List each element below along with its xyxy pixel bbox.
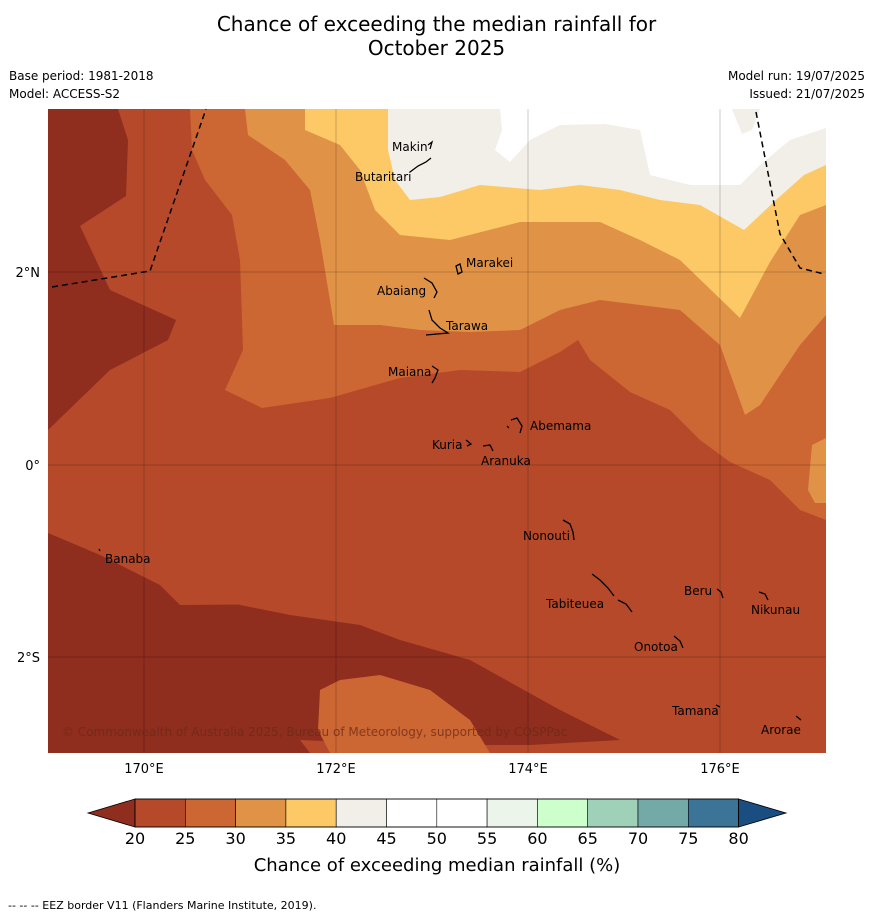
colorbar-swatch-40-45 — [335, 798, 387, 828]
place-label-nikunau: Nikunau — [751, 603, 800, 617]
base-period: Base period: 1981-2018 — [9, 69, 154, 83]
colorbar-swatch-65-70 — [587, 798, 639, 828]
colorbar-tick-65: 65 — [578, 829, 598, 848]
place-label-makin: Makin — [392, 140, 428, 154]
place-label-tarawa: Tarawa — [445, 319, 488, 333]
colorbar-tick-60: 60 — [527, 829, 547, 848]
title-line-2: October 2025 — [367, 36, 506, 60]
copyright-notice: © Commonwealth of Australia 2025, Bureau… — [62, 725, 567, 739]
title-line-1: Chance of exceeding the median rainfall … — [216, 12, 657, 36]
place-label-abaiang: Abaiang — [377, 284, 426, 298]
lat-label-2n: 2°N — [16, 266, 41, 281]
grid-lines — [48, 109, 826, 753]
colorbar-swatch-50-55 — [436, 798, 488, 828]
colorbar: 20 25 30 35 40 45 50 55 60 65 70 75 80 C… — [86, 798, 788, 876]
place-label-aranuka: Aranuka — [481, 454, 531, 468]
island-outlines — [98, 140, 802, 721]
band-45-50 — [495, 109, 826, 185]
lon-label-176e: 176°E — [700, 762, 740, 777]
colorbar-tick-30: 30 — [225, 829, 245, 848]
colorbar-tick-45: 45 — [376, 829, 396, 848]
lon-label-174e: 174°E — [508, 762, 548, 777]
place-labels: Makin Butaritari Marakei Abaiang Tarawa … — [105, 140, 801, 737]
place-label-tamana: Tamana — [671, 704, 719, 718]
colorbar-tick-75: 75 — [678, 829, 698, 848]
rainfall-contours — [48, 109, 826, 753]
colorbar-frame — [134, 798, 739, 828]
place-label-onotoa: Onotoa — [634, 640, 678, 654]
colorbar-swatch-30-35 — [235, 798, 287, 828]
eez-border-note: -- -- -- EEZ border V11 (Flanders Marine… — [8, 899, 317, 912]
colorbar-tick-50: 50 — [427, 829, 447, 848]
lat-label-2s: 2°S — [17, 651, 40, 666]
colorbar-swatch-25-30 — [185, 798, 236, 828]
colorbar-extend-low — [86, 798, 136, 828]
colorbar-swatch-20-25 — [134, 798, 186, 828]
place-label-kuria: Kuria — [432, 438, 463, 452]
meta-left: Base period: 1981-2018 Model: ACCESS-S2 — [9, 67, 154, 103]
colorbar-tick-35: 35 — [276, 829, 296, 848]
model-run: Model run: 19/07/2025 — [727, 69, 865, 83]
colorbar-tick-55: 55 — [477, 829, 497, 848]
lon-label-172e: 172°E — [316, 762, 356, 777]
eez-border — [51, 108, 825, 288]
model-name: Model: ACCESS-S2 — [9, 87, 121, 101]
lon-label-170e: 170°E — [124, 762, 164, 777]
place-label-marakei: Marakei — [466, 256, 513, 270]
place-label-nonouti: Nonouti — [523, 529, 570, 543]
place-label-banaba: Banaba — [105, 552, 151, 566]
place-label-tabiteuea: Tabiteuea — [545, 597, 604, 611]
colorbar-swatch-35-40 — [285, 798, 337, 828]
band-30-35-east — [808, 438, 826, 503]
colorbar-tick-labels: 20 25 30 35 40 45 50 55 60 65 70 75 80 — [125, 829, 749, 848]
colorbar-swatch-70-75 — [637, 798, 689, 828]
colorbar-swatch-60-65 — [537, 798, 589, 828]
colorbar-tick-80: 80 — [728, 829, 748, 848]
issued-date: Issued: 21/07/2025 — [749, 87, 865, 101]
place-label-abemama: Abemama — [530, 419, 591, 433]
map-title: Chance of exceeding the median rainfall … — [0, 12, 873, 60]
colorbar-swatch-55-60 — [486, 798, 538, 828]
place-label-arorae: Arorae — [761, 723, 801, 737]
lat-label-0: 0° — [25, 459, 40, 474]
colorbar-tick-20: 20 — [125, 829, 145, 848]
colorbar-title: Chance of exceeding median rainfall (%) — [254, 855, 621, 876]
longitude-labels: 170°E 172°E 174°E 176°E — [124, 762, 740, 777]
latitude-labels: 2°N 0° 2°S — [16, 266, 41, 666]
colorbar-tick-25: 25 — [175, 829, 195, 848]
colorbar-tick-70: 70 — [628, 829, 648, 848]
band-25-30-south — [318, 675, 490, 753]
colorbar-swatch-75-80 — [687, 798, 739, 828]
place-label-maiana: Maiana — [388, 365, 431, 379]
place-label-butaritari: Butaritari — [355, 170, 412, 184]
colorbar-tick-40: 40 — [326, 829, 346, 848]
place-label-beru: Beru — [684, 584, 712, 598]
colorbar-swatch-45-50 — [386, 798, 438, 828]
meta-right: Model run: 19/07/2025 Issued: 21/07/2025 — [728, 67, 865, 103]
colorbar-extend-high — [738, 798, 788, 828]
